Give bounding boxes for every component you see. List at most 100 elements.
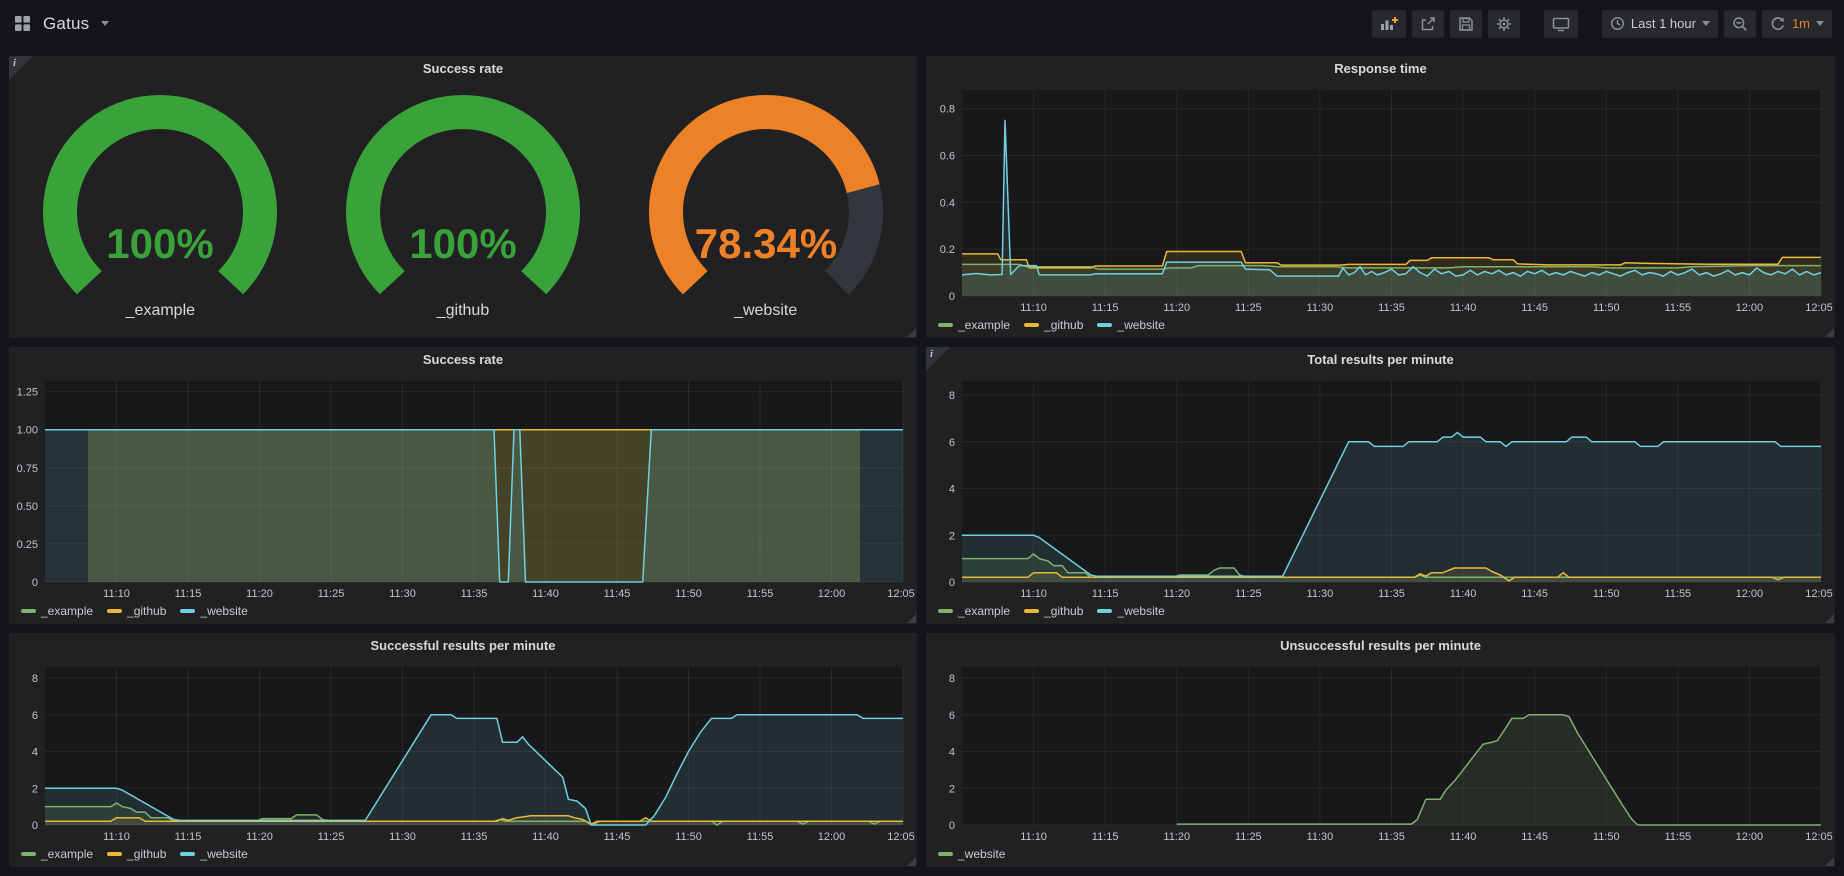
legend-label: _example — [41, 847, 94, 861]
svg-text:11:45: 11:45 — [604, 831, 631, 843]
time-range-picker[interactable]: Last 1 hour — [1601, 9, 1718, 38]
svg-text:12:00: 12:00 — [1736, 588, 1764, 600]
legend-label: _website — [958, 847, 1006, 861]
svg-text:1.25: 1.25 — [17, 387, 38, 399]
gauge-label: _github — [436, 302, 490, 319]
panel-title[interactable]: Successful results per minute — [370, 638, 556, 653]
legend-label: _example — [958, 604, 1011, 618]
panel-response-time: Response time 11:10 11:15 11:20 11:25 11:30 1… — [926, 56, 1835, 338]
dashboard-caret-down-icon[interactable] — [101, 21, 110, 26]
time-range-caret-icon — [1701, 21, 1710, 26]
navbar: Gatus — [0, 0, 1844, 47]
svg-text:11:35: 11:35 — [461, 588, 488, 600]
legend-item[interactable]: _github — [1024, 604, 1083, 618]
svg-text:8: 8 — [32, 673, 38, 685]
legend-label: _example — [958, 318, 1011, 332]
panel-success-rate-timeseries: Success rate 11:10 11:15 11:20 11:25 11:30 11… — [9, 347, 917, 624]
svg-text:11:10: 11:10 — [103, 588, 130, 600]
legend-item[interactable]: _website — [1097, 604, 1165, 618]
svg-text:11:55: 11:55 — [1664, 302, 1691, 314]
svg-text:11:35: 11:35 — [461, 831, 488, 843]
svg-text:11:50: 11:50 — [1593, 302, 1620, 314]
legend-swatch — [107, 609, 123, 613]
panel-title[interactable]: Success rate — [422, 352, 504, 367]
chart-legend: _example _github _website — [926, 316, 1835, 338]
legend-item[interactable]: _website — [938, 847, 1005, 861]
svg-text:11:15: 11:15 — [1092, 302, 1119, 314]
legend-item[interactable]: _example — [938, 318, 1010, 332]
share-button[interactable] — [1411, 9, 1444, 38]
legend-item[interactable]: _github — [1024, 318, 1083, 332]
unsuccessful-results-chart[interactable]: 11:10 11:15 11:20 11:25 11:30 11:35 11:40 11:45… — [926, 659, 1835, 845]
svg-text:4: 4 — [949, 747, 955, 759]
settings-button[interactable] — [1487, 9, 1520, 38]
refresh-icon — [1771, 16, 1784, 30]
legend-label: _github — [1044, 604, 1084, 618]
svg-text:11:10: 11:10 — [1020, 302, 1047, 314]
svg-text:2: 2 — [32, 783, 38, 795]
svg-text:11:40: 11:40 — [1450, 831, 1477, 843]
gauge-value: 78.34% — [694, 220, 836, 267]
save-button[interactable] — [1449, 9, 1482, 38]
dashboard-grid-icon[interactable] — [14, 15, 31, 32]
svg-text:2: 2 — [949, 530, 955, 542]
legend-item[interactable]: _github — [107, 847, 166, 861]
legend-item[interactable]: _example — [21, 604, 93, 618]
successful-results-chart[interactable]: 11:10 11:15 11:20 11:25 11:30 11:35 11:40 11:45… — [9, 659, 917, 845]
gauge: 100% _example — [15, 86, 305, 320]
panel-title[interactable]: Unsuccessful results per minute — [1280, 638, 1481, 653]
refresh-button[interactable]: 1m — [1761, 9, 1832, 38]
svg-text:0.50: 0.50 — [17, 501, 38, 513]
panel-title[interactable]: Response time — [1334, 61, 1427, 76]
legend-label: _website — [200, 847, 248, 861]
legend-swatch — [180, 852, 196, 856]
svg-text:11:15: 11:15 — [175, 831, 202, 843]
legend-swatch — [1024, 323, 1040, 327]
time-range-label: Last 1 hour — [1630, 16, 1696, 31]
panel-title[interactable]: Total results per minute — [1307, 352, 1454, 367]
svg-text:0.6: 0.6 — [940, 151, 955, 163]
panel-info-corner-icon[interactable]: i — [926, 347, 950, 371]
svg-text:12:00: 12:00 — [1736, 831, 1764, 843]
svg-text:11:40: 11:40 — [1450, 588, 1477, 600]
tv-mode-button[interactable] — [1543, 9, 1578, 38]
svg-text:11:15: 11:15 — [175, 588, 202, 600]
legend-item[interactable]: _website — [180, 604, 248, 618]
share-icon — [1421, 16, 1435, 30]
dashboard-title[interactable]: Gatus — [43, 13, 90, 33]
svg-text:11:10: 11:10 — [1020, 831, 1047, 843]
svg-text:12:05: 12:05 — [1805, 588, 1833, 600]
legend-label: _github — [127, 604, 167, 618]
panel-info-corner-icon[interactable]: i — [9, 56, 33, 80]
legend-item[interactable]: _example — [21, 847, 93, 861]
success-rate-chart[interactable]: 11:10 11:15 11:20 11:25 11:30 11:35 11:40 11:45… — [9, 373, 917, 602]
legend-swatch — [180, 609, 196, 613]
legend-item[interactable]: _example — [938, 604, 1010, 618]
panel-total-results: i Total results per minute 11:10 11:15 11:… — [926, 347, 1835, 624]
legend-swatch — [1097, 323, 1113, 327]
svg-text:11:50: 11:50 — [1593, 831, 1620, 843]
panel-unsuccessful-results: Unsuccessful results per minute 11:10 11:… — [926, 633, 1835, 867]
panel-title[interactable]: Success rate — [422, 61, 504, 76]
tv-icon — [1552, 17, 1570, 31]
legend-label: _website — [200, 604, 248, 618]
save-icon — [1459, 16, 1473, 31]
legend-item[interactable]: _website — [180, 847, 248, 861]
zoom-out-button[interactable] — [1723, 9, 1756, 38]
gauge-label: _website — [734, 302, 798, 319]
legend-item[interactable]: _website — [1097, 318, 1165, 332]
add-panel-button[interactable] — [1371, 9, 1406, 38]
svg-text:11:45: 11:45 — [1521, 831, 1548, 843]
svg-text:0.8: 0.8 — [940, 104, 955, 116]
svg-text:0.4: 0.4 — [940, 197, 955, 209]
svg-text:6: 6 — [949, 710, 955, 722]
svg-text:0.25: 0.25 — [17, 539, 38, 551]
legend-item[interactable]: _github — [107, 604, 166, 618]
chart-legend: _example _github _website — [926, 602, 1835, 624]
svg-text:11:25: 11:25 — [1235, 831, 1262, 843]
svg-text:11:55: 11:55 — [747, 588, 774, 600]
svg-text:12:05: 12:05 — [887, 831, 915, 843]
legend-swatch — [1024, 609, 1040, 613]
total-results-chart[interactable]: 11:10 11:15 11:20 11:25 11:30 11:35 11:40 11:45… — [926, 373, 1835, 602]
response-time-chart[interactable]: 11:10 11:15 11:20 11:25 11:30 11:35 11:40 11:45… — [926, 82, 1835, 316]
